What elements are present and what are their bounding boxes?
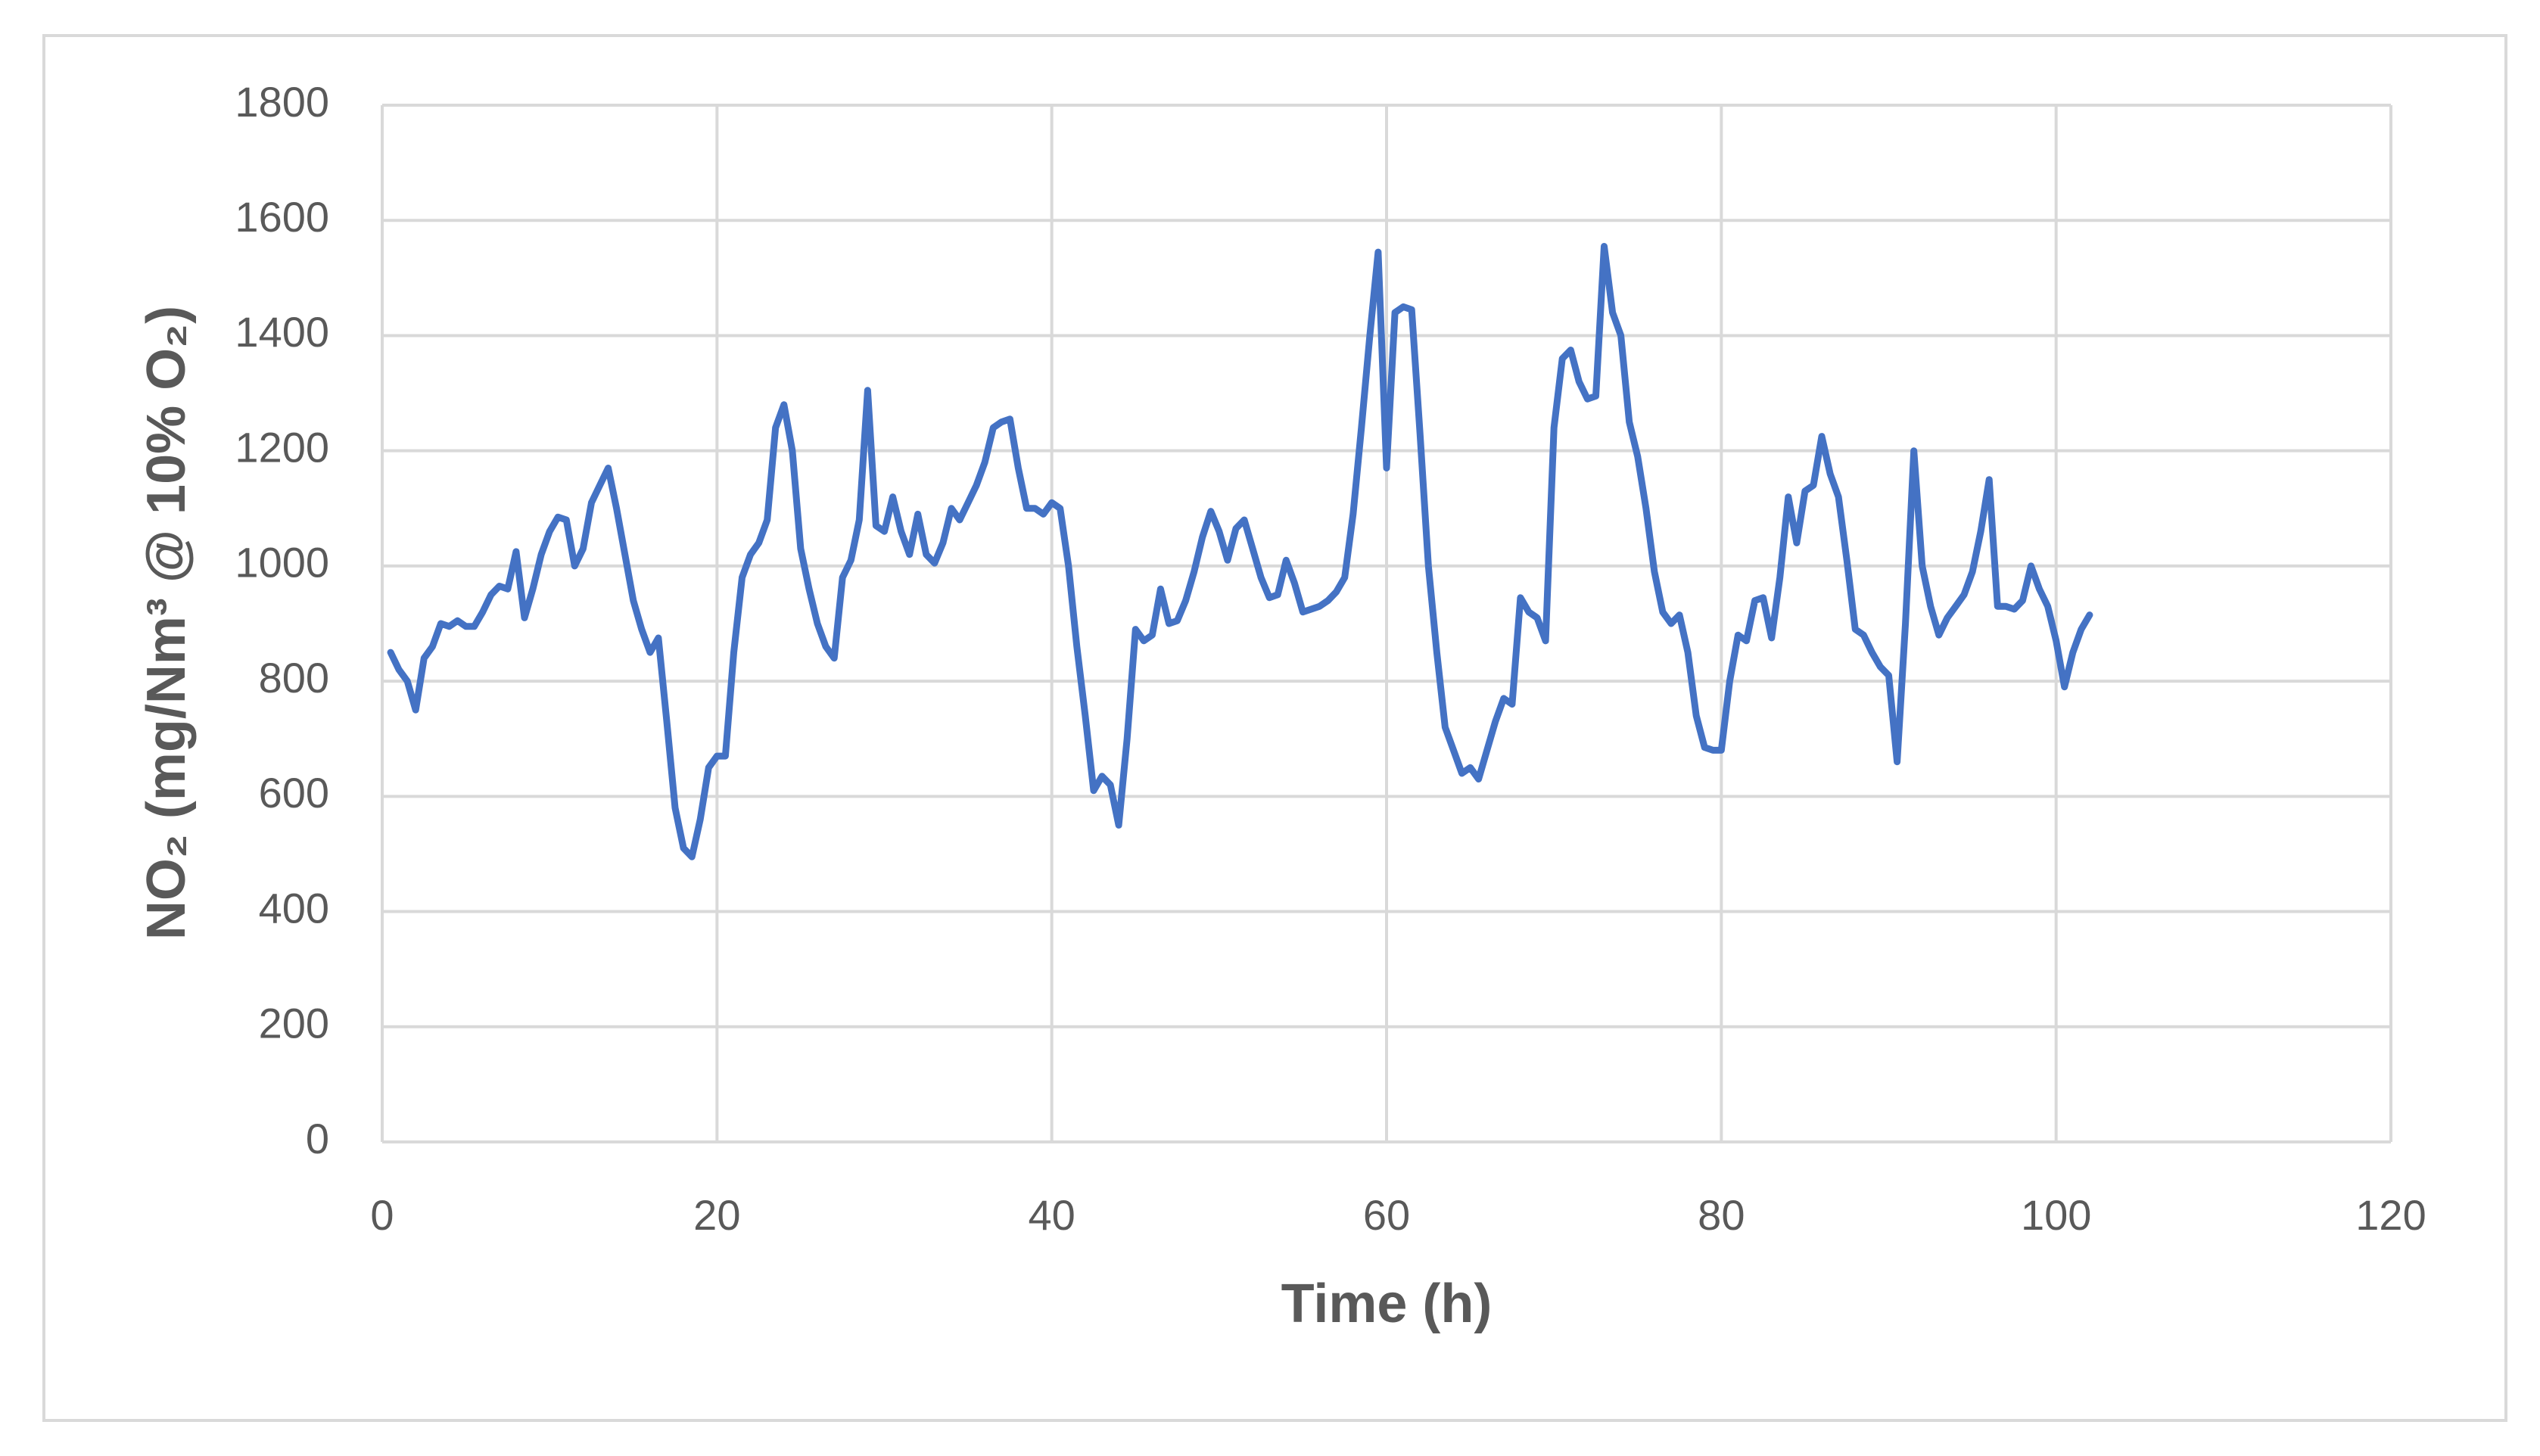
y-tick-label: 0 [306, 1115, 329, 1162]
y-tick-label: 1600 [235, 193, 329, 241]
y-tick-label: 600 [259, 769, 329, 817]
x-tick-label: 0 [370, 1191, 394, 1239]
y-tick-label: 1800 [235, 78, 329, 126]
y-tick-label: 1000 [235, 539, 329, 586]
x-tick-label: 40 [1029, 1191, 1075, 1239]
y-tick-label: 800 [259, 654, 329, 702]
chart-border [42, 34, 2507, 1422]
x-tick-label: 80 [1698, 1191, 1745, 1239]
data-line [387, 243, 2093, 860]
y-tick-label: 200 [259, 1000, 329, 1047]
y-axis-title: NO₂ (mg/Nm³ @ 10% O₂) [136, 306, 197, 940]
x-tick-label: 100 [2021, 1191, 2091, 1239]
x-tick-label: 20 [693, 1191, 740, 1239]
x-tick-label: 120 [2355, 1191, 2426, 1239]
x-axis-title: Time (h) [1281, 1274, 1493, 1334]
x-tick-label: 60 [1363, 1191, 1410, 1239]
y-tick-label: 1200 [235, 423, 329, 471]
y-tick-label: 1400 [235, 308, 329, 356]
y-tick-label: 400 [259, 884, 329, 932]
